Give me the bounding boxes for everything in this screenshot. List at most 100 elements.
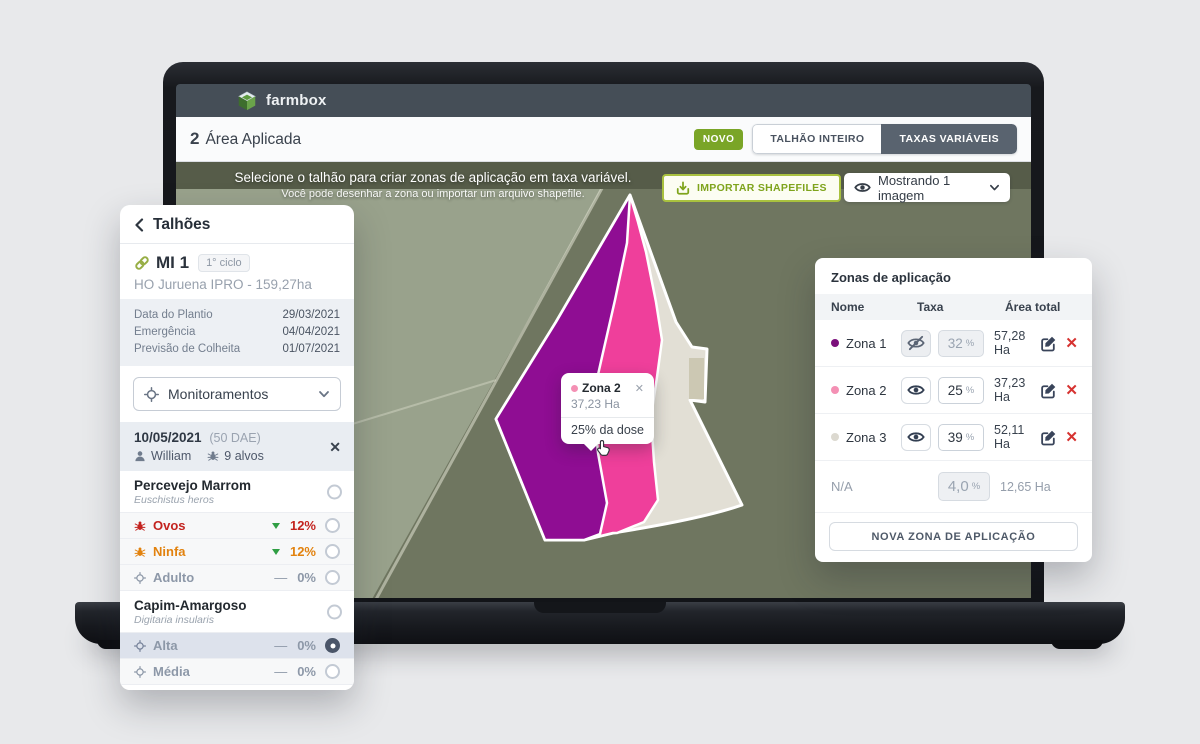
stage-percent: 0%	[297, 664, 316, 679]
field-polygon	[494, 193, 744, 542]
zone2-visibility-toggle[interactable]	[901, 376, 931, 404]
target-icon	[134, 639, 146, 652]
stage-radio-selected[interactable]	[325, 638, 340, 653]
eye-icon	[907, 385, 925, 395]
rate-value: 32	[947, 335, 963, 351]
zone1-edit-button[interactable]	[1038, 333, 1059, 354]
zone3-rate-input[interactable]: 39 %	[938, 423, 984, 451]
stage-radio[interactable]	[325, 544, 340, 559]
field-summary: MI 1 1° ciclo HO Juruena IPRO - 159,27ha	[120, 244, 354, 299]
field-zone-1[interactable]	[494, 193, 632, 542]
col-area-total: Área total	[1005, 300, 1061, 314]
monitoring-close-icon[interactable]: ✕	[329, 439, 341, 455]
zone3-delete-button[interactable]: ✕	[1065, 429, 1078, 446]
stage-radio[interactable]	[325, 664, 340, 679]
zone-name-na: N/A	[831, 479, 853, 494]
species-radio[interactable]	[327, 604, 342, 619]
eye-off-icon	[907, 335, 925, 351]
zone1-color-dot	[831, 339, 839, 347]
edit-icon	[1041, 430, 1056, 445]
info-row-emergencia: Emergência 04/04/2021	[134, 324, 340, 341]
species-name: Capim-Amargoso	[134, 598, 247, 613]
tooltip-zone-name: Zona 2	[582, 381, 621, 395]
import-shapefiles-label: IMPORTAR SHAPEFILES	[697, 182, 827, 194]
species-row-capim[interactable]: Capim-Amargoso Digitaria insularis	[120, 590, 354, 632]
stage-percent: 12%	[289, 544, 316, 559]
stage-percent: 0%	[297, 570, 316, 585]
instruction-title: Selecione o talhão para criar zonas de a…	[234, 170, 632, 185]
monitoring-targets: 9 alvos	[224, 449, 264, 463]
rate-unit: %	[965, 431, 975, 443]
cycle-badge: 1° ciclo	[198, 254, 250, 272]
zone2-edit-button[interactable]	[1038, 380, 1059, 401]
talhoes-panel-header[interactable]: Talhões	[120, 205, 354, 244]
stage-row-ninfa[interactable]: Ninfa 12%	[120, 538, 354, 564]
zone1-delete-button[interactable]: ✕	[1065, 335, 1078, 352]
rate-unit: %	[965, 337, 975, 349]
field-variety: HO Juruena IPRO - 159,27ha	[134, 277, 312, 292]
monitoramentos-label: Monitoramentos	[168, 386, 269, 402]
monitoring-date: 10/05/2021	[134, 430, 202, 445]
zone-name: Zona 2	[846, 382, 887, 398]
stage-label: Ninfa	[153, 544, 186, 559]
pest-icon	[134, 546, 146, 557]
target-icon	[144, 386, 159, 402]
page-title: 2 Área Aplicada	[190, 129, 301, 149]
tooltip-close-icon[interactable]: ✕	[634, 382, 644, 395]
zone-area: 52,11 Ha	[994, 423, 1025, 451]
whole-field-button[interactable]: TALHÃO INTEIRO	[752, 124, 882, 154]
rate-value: 4,0	[947, 478, 969, 495]
zone-tooltip: Zona 2 ✕ 37,23 Ha 25% da dose	[561, 373, 654, 451]
species-sci-name: Euschistus heros	[134, 494, 214, 506]
zone2-delete-button[interactable]: ✕	[1065, 382, 1078, 399]
zone3-visibility-toggle[interactable]	[901, 423, 931, 451]
zones-table-header: Nome Taxa Área total	[815, 294, 1092, 320]
stage-row-adulto[interactable]: Adulto — 0%	[120, 564, 354, 590]
zone3-edit-button[interactable]	[1038, 427, 1059, 448]
rate-unit: %	[971, 481, 981, 492]
zone1-rate-input[interactable]: 32 %	[938, 329, 984, 357]
app-header: 2 Área Aplicada NOVO TALHÃO INTEIRO TAXA…	[176, 117, 1031, 162]
new-zone-button[interactable]: NOVA ZONA DE APLICAÇÃO	[829, 522, 1078, 551]
variable-rates-button[interactable]: TAXAS VARIÁVEIS	[881, 124, 1017, 154]
showing-images-dropdown[interactable]: Mostrando 1 imagem	[844, 172, 1010, 203]
pest-icon	[207, 451, 219, 461]
zones-panel-title: Zonas de aplicação	[831, 270, 951, 285]
stage-row-media[interactable]: Média — 0%	[120, 658, 354, 684]
import-shapefiles-button[interactable]: IMPORTAR SHAPEFILES	[662, 174, 841, 202]
trend-down-icon	[271, 548, 280, 555]
monitoring-dae: (50 DAE)	[209, 431, 261, 445]
link-icon	[135, 256, 149, 270]
zone1-visibility-toggle[interactable]	[901, 329, 931, 357]
stage-radio[interactable]	[325, 518, 340, 533]
talhoes-panel-title: Talhões	[153, 216, 211, 233]
trend-down-icon	[271, 522, 280, 529]
stage-row-alta[interactable]: Alta — 0%	[120, 632, 354, 658]
zone2-dot	[571, 384, 578, 392]
monitoring-user: William	[151, 449, 192, 463]
info-value: 04/04/2021	[282, 326, 340, 338]
farmbox-cube-icon	[238, 91, 256, 110]
page-title-count: 2	[190, 129, 200, 148]
file-import-icon	[676, 181, 690, 195]
zone-name: Zona 3	[846, 429, 887, 445]
na-rate-input[interactable]: 4,0 %	[938, 472, 990, 501]
app-topbar: farmbox	[176, 84, 1031, 117]
panel-footer	[120, 684, 354, 690]
rate-unit: %	[965, 384, 975, 396]
field-name: MI 1	[156, 253, 190, 272]
stage-row-ovos[interactable]: Ovos 12%	[120, 512, 354, 538]
zone-name: Zona 1	[846, 335, 887, 351]
zone-area: 37,23 Ha	[994, 376, 1026, 404]
showing-images-label: Mostrando 1 imagem	[878, 172, 951, 203]
species-radio[interactable]	[327, 484, 342, 499]
stage-radio[interactable]	[325, 570, 340, 585]
laptop-notch	[534, 602, 666, 613]
zone2-rate-input[interactable]: 25 %	[938, 376, 984, 404]
eye-icon	[854, 183, 871, 192]
monitoramentos-select[interactable]: Monitoramentos	[133, 377, 341, 411]
page-title-text: Área Aplicada	[205, 131, 302, 148]
species-row-percevejo[interactable]: Percevejo Marrom Euschistus heros	[120, 471, 354, 512]
tooltip-divider	[561, 417, 654, 418]
stage-label: Ovos	[153, 518, 186, 533]
